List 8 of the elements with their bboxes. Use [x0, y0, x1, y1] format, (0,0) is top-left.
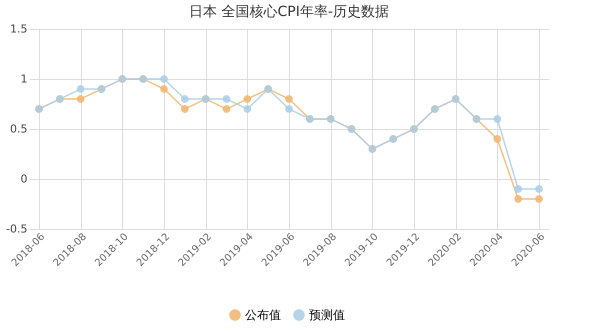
legend-label: 公布值: [245, 308, 281, 322]
chart-title: 日本 全国核心CPI年率-历史数据: [189, 4, 389, 20]
y-tick-label: 1: [20, 72, 28, 86]
y-tick-label: -0.5: [6, 222, 28, 236]
y-tick-label: 1.5: [10, 22, 28, 36]
legend-label: 预测值: [309, 308, 345, 322]
y-tick-label: 0.5: [10, 122, 28, 136]
y-tick-label: 0: [20, 172, 28, 186]
